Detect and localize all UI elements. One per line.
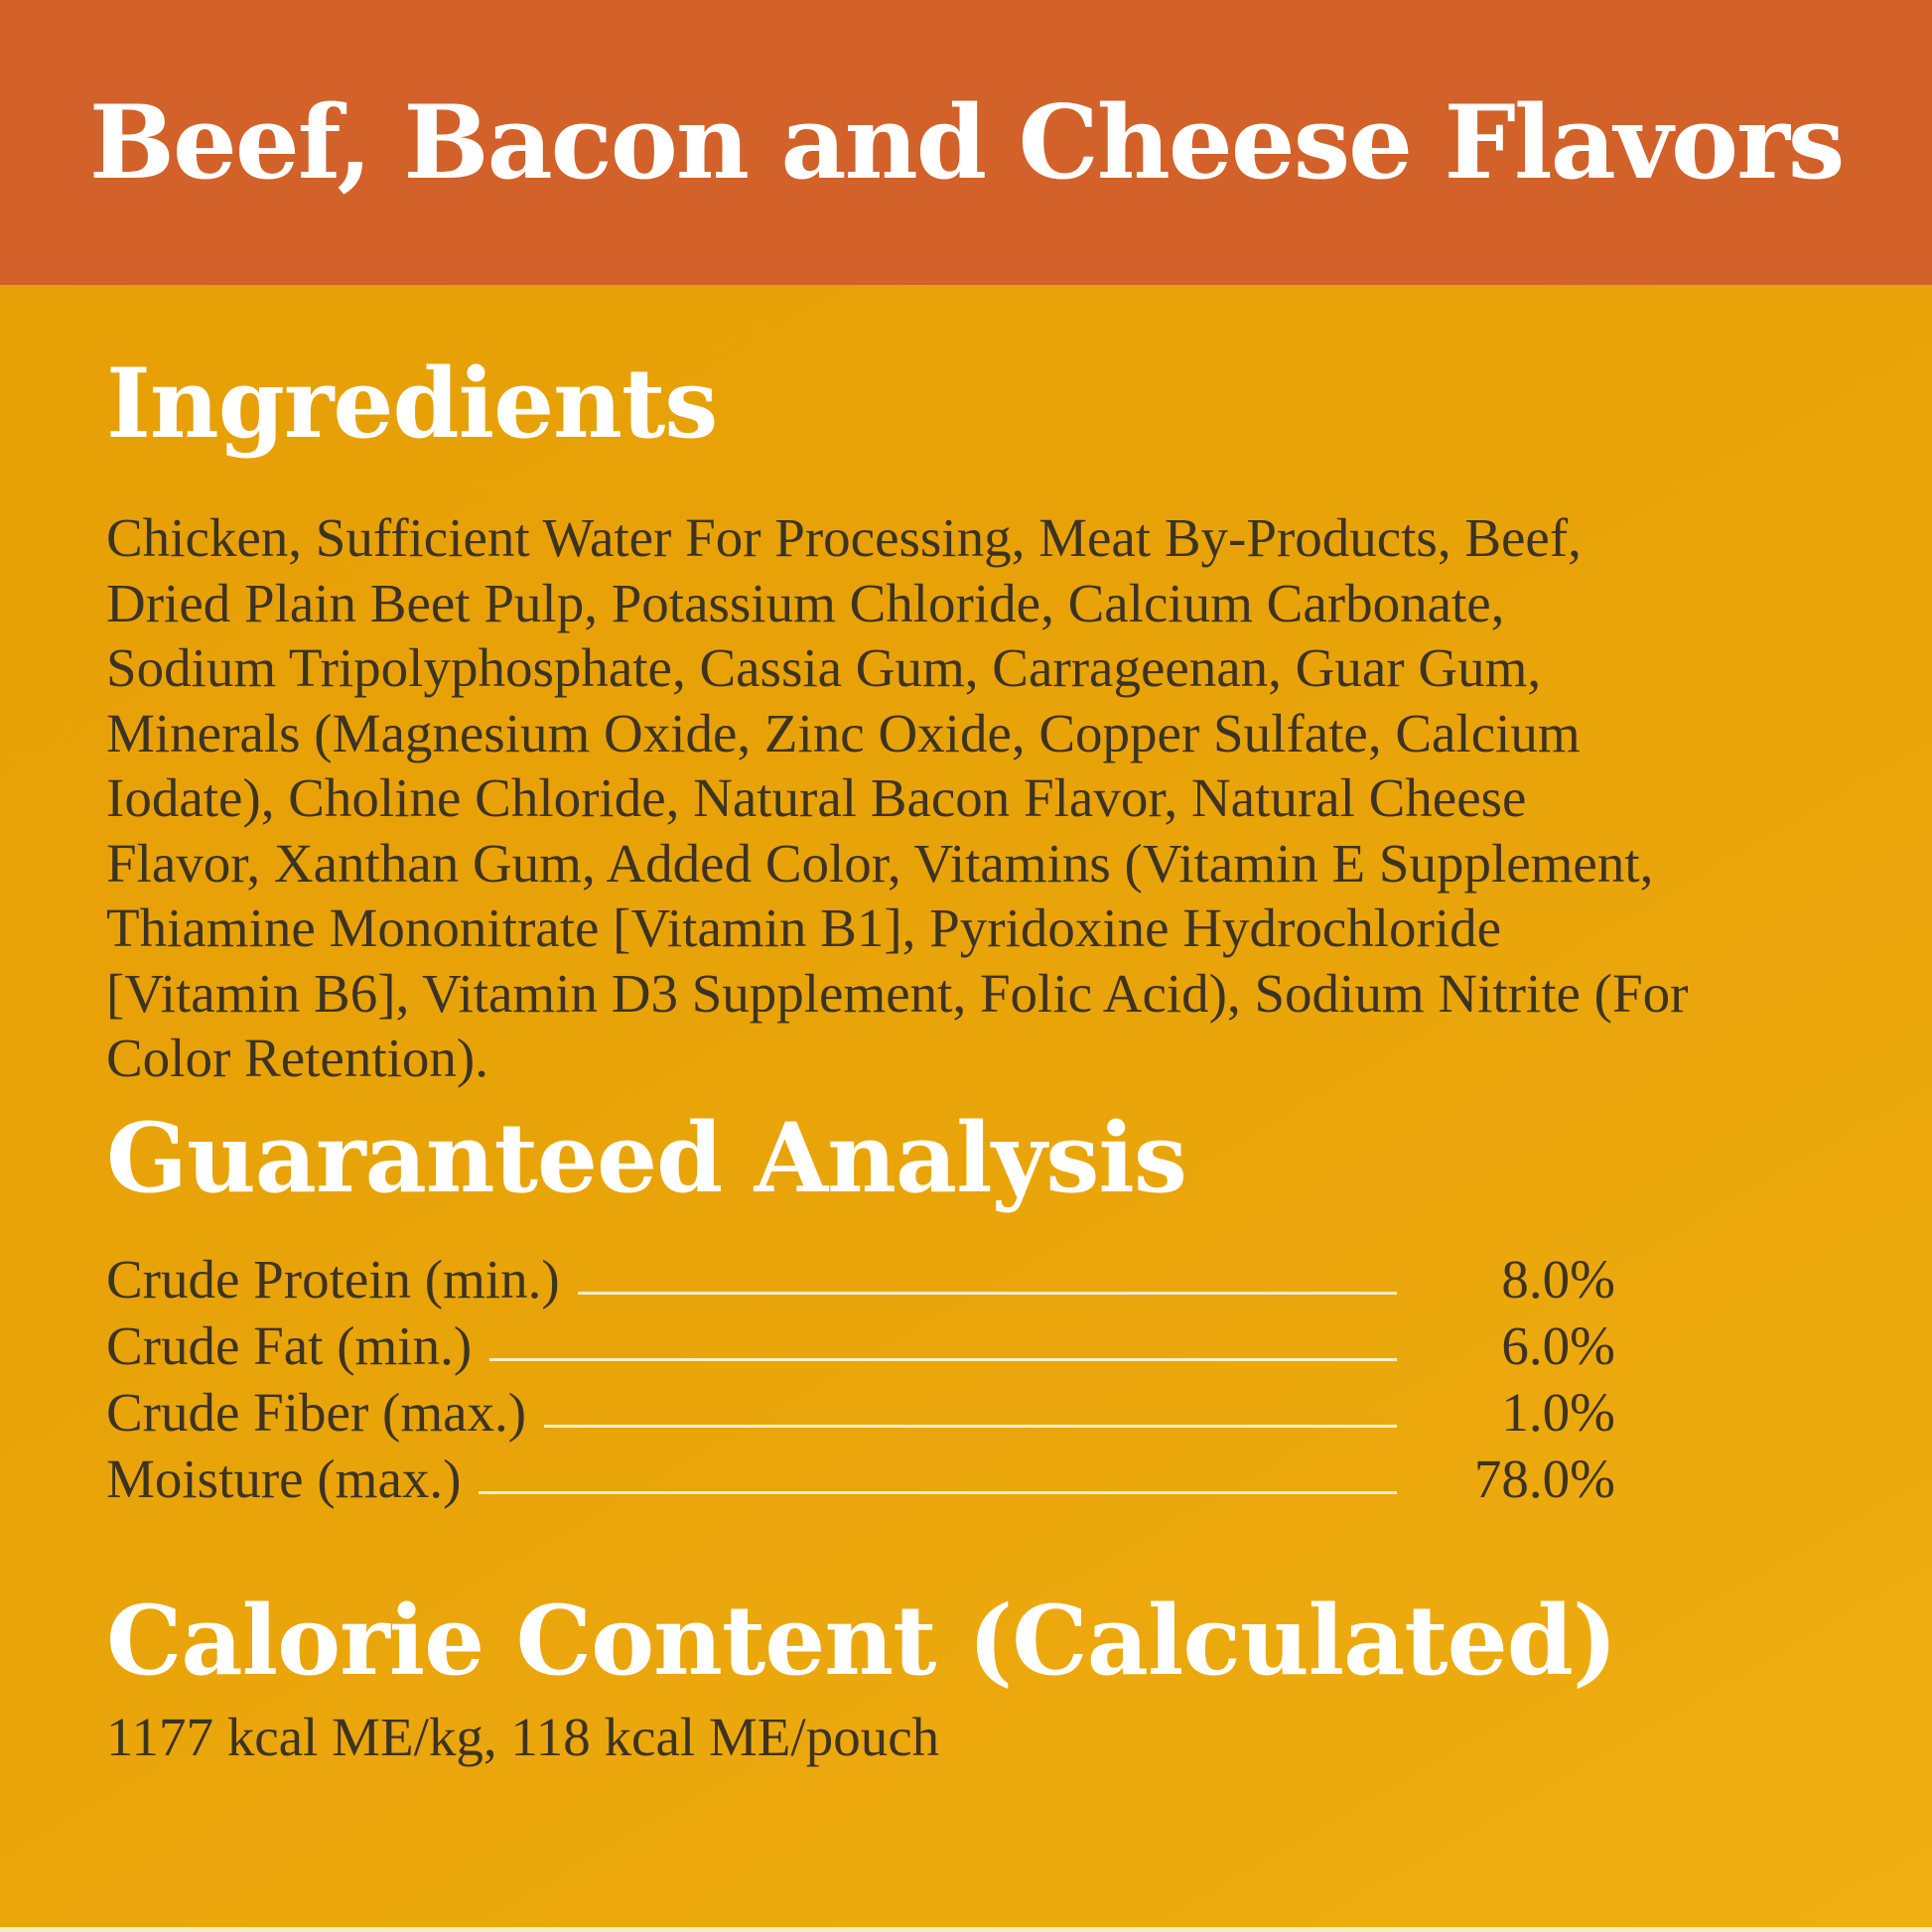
calorie-content-text: 1177 kcal ME/kg, 118 kcal ME/pouch [106,1706,940,1767]
analysis-row-value: 8.0% [1501,1248,1615,1310]
guaranteed-analysis-row: Crude Fat (min.) 6.0% [106,1311,1615,1377]
flavor-banner: Beef, Bacon and Cheese Flavors [0,0,1932,285]
guaranteed-analysis-row: Crude Fiber (max.) 1.0% [106,1377,1615,1444]
analysis-row-label: Moisture (max.) [106,1448,462,1509]
leader-line [489,1357,1397,1361]
leader-line [577,1291,1397,1295]
ingredients-heading: Ingredients [106,347,718,460]
ingredients-text: Chicken, Sufficient Water For Processing… [106,507,1689,1088]
analysis-row-value: 78.0% [1473,1448,1615,1509]
label-bottom-edge [0,1927,1932,1932]
guaranteed-analysis-row: Moisture (max.) 78.0% [106,1444,1615,1510]
leader-line [479,1490,1397,1494]
flavor-title: Beef, Bacon and Cheese Flavors [88,82,1846,203]
label-content: Ingredients Chicken, Sufficient Water Fo… [0,348,1932,1769]
guaranteed-analysis-table: Crude Protein (min.) 8.0% Crude Fat (min… [106,1244,1615,1510]
analysis-row-label: Crude Protein (min.) [106,1248,560,1310]
analysis-row-value: 6.0% [1501,1314,1615,1376]
leader-line [544,1424,1397,1428]
analysis-row-value: 1.0% [1501,1381,1615,1443]
analysis-row-label: Crude Fiber (max.) [106,1381,527,1443]
guaranteed-analysis-heading: Guaranteed Analysis [106,1101,1187,1214]
calorie-content-heading: Calorie Content (Calculated) [106,1584,1617,1697]
guaranteed-analysis-row: Crude Protein (min.) 8.0% [106,1244,1615,1311]
analysis-row-label: Crude Fat (min.) [106,1314,473,1376]
